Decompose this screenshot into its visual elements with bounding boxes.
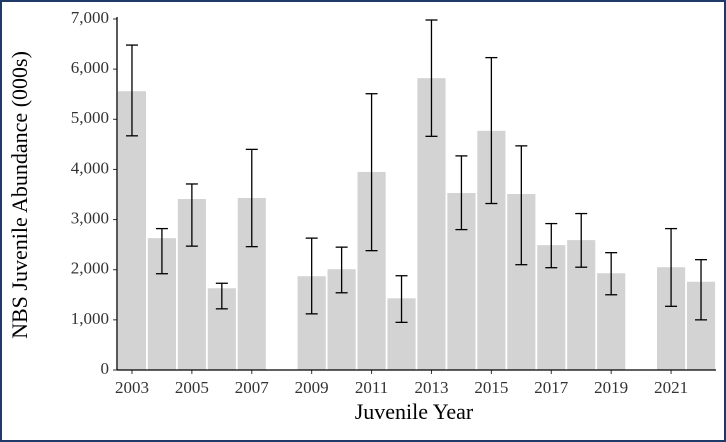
x-tick-label: 2007 — [235, 378, 270, 397]
error-bar — [425, 19, 438, 137]
y-tick-label: 6,000 — [71, 58, 109, 77]
x-tick-label: 2013 — [414, 378, 448, 397]
error-bar — [605, 252, 618, 296]
error-bar — [395, 275, 408, 324]
error-bar — [695, 259, 708, 321]
y-tick-label: 3,000 — [71, 208, 109, 227]
error-bar — [365, 93, 378, 252]
y-tick-label: 7,000 — [71, 8, 109, 27]
x-tick-label: 2017 — [534, 378, 569, 397]
x-tick-label: 2015 — [474, 378, 508, 397]
bar — [117, 91, 147, 370]
x-tick-label: 2003 — [115, 378, 149, 397]
error-bar — [305, 237, 318, 315]
y-tick-label: 5,000 — [71, 108, 109, 127]
x-tick-label: 2021 — [654, 378, 688, 397]
error-bar — [575, 212, 588, 268]
x-tick-label: 2019 — [594, 378, 628, 397]
error-bar — [545, 222, 558, 269]
y-tick-label: 4,000 — [71, 158, 109, 177]
x-tick-label: 2011 — [355, 378, 388, 397]
error-bar — [515, 145, 528, 266]
y-tick-label: 0 — [101, 359, 110, 378]
error-bar — [335, 246, 348, 294]
error-bar — [455, 155, 468, 231]
error-bar — [485, 56, 498, 205]
x-tick-label: 2009 — [295, 378, 329, 397]
x-tick-label: 2005 — [175, 378, 209, 397]
error-bar — [185, 183, 198, 247]
y-tick-label: 2,000 — [71, 259, 109, 278]
error-bar — [245, 148, 258, 248]
error-bar — [665, 227, 678, 307]
y-tick-label: 1,000 — [71, 309, 109, 328]
x-axis-title: Juvenile Year — [355, 399, 474, 424]
error-bar — [215, 282, 228, 310]
error-bar — [125, 44, 138, 137]
y-axis-title: NBS Juvenile Abundance (000s) — [7, 51, 32, 339]
error-bar — [155, 227, 168, 275]
